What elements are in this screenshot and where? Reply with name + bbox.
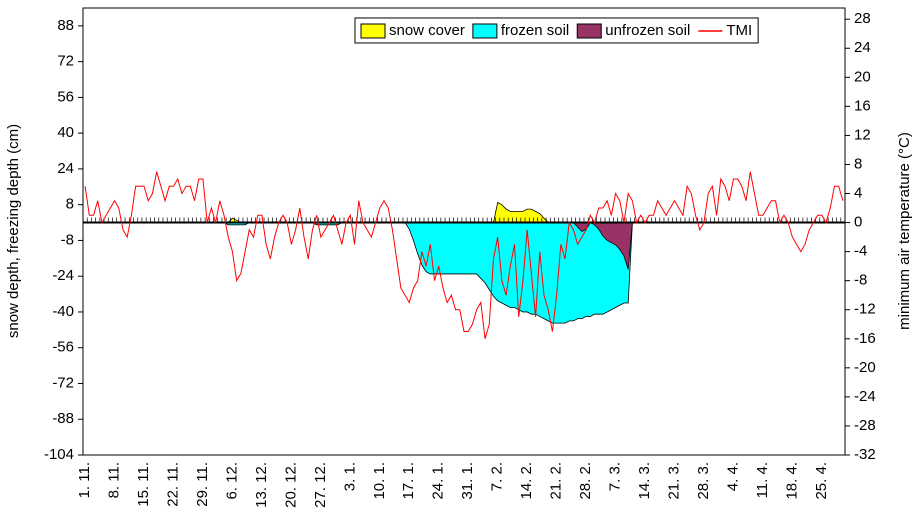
x-tick-label: 27. 12. bbox=[312, 462, 329, 508]
y-tick-label: -24 bbox=[52, 267, 74, 284]
y2-tick-label: -4 bbox=[854, 243, 867, 260]
x-tick-label: 4. 4. bbox=[724, 462, 741, 491]
legend-label: unfrozen soil bbox=[605, 22, 690, 39]
x-tick-label: 3. 1. bbox=[341, 462, 358, 491]
x-tick-label: 7. 2. bbox=[489, 462, 506, 491]
y2-tick-label: 16 bbox=[854, 97, 871, 114]
y2-tick-label: -28 bbox=[854, 417, 876, 434]
x-tick-label: 31. 1. bbox=[459, 462, 476, 500]
y-tick-label: 88 bbox=[57, 17, 74, 34]
x-tick-label: 13. 12. bbox=[253, 462, 270, 508]
y2-tick-label: -16 bbox=[854, 330, 876, 347]
x-tick-label: 14. 2. bbox=[518, 462, 535, 500]
x-tick-label: 21. 2. bbox=[548, 462, 565, 500]
y2-tick-label: 24 bbox=[854, 39, 871, 56]
x-tick-label: 17. 1. bbox=[400, 462, 417, 500]
y-tick-label: -40 bbox=[52, 303, 74, 320]
y2-tick-label: 4 bbox=[854, 184, 862, 201]
y-tick-label: -8 bbox=[61, 231, 74, 248]
x-tick-label: 18. 4. bbox=[783, 462, 800, 500]
x-tick-label: 29. 11. bbox=[194, 462, 211, 507]
y2-tick-label: -20 bbox=[854, 359, 876, 376]
y-tick-label: -88 bbox=[52, 410, 74, 427]
y-tick-label: 56 bbox=[57, 88, 74, 105]
y2-axis-title: minimum air temperature (°C) bbox=[896, 132, 913, 330]
y2-tick-label: 20 bbox=[854, 68, 871, 85]
y2-tick-label: -8 bbox=[854, 272, 867, 289]
y-tick-label: 40 bbox=[57, 124, 74, 141]
y2-tick-label: 8 bbox=[854, 155, 862, 172]
legend-label: snow cover bbox=[389, 22, 465, 39]
x-tick-label: 8. 11. bbox=[106, 462, 123, 498]
x-tick-label: 15. 11. bbox=[135, 462, 152, 507]
y-axis-title: snow depth, freezing depth (cm) bbox=[5, 124, 22, 338]
x-tick-label: 6. 12. bbox=[223, 462, 240, 500]
x-tick-label: 7. 3. bbox=[607, 462, 624, 491]
x-tick-label: 21. 3. bbox=[665, 462, 682, 500]
x-tick-label: 24. 1. bbox=[430, 462, 447, 500]
y2-tick-label: 12 bbox=[854, 126, 871, 143]
y-tick-label: 24 bbox=[57, 160, 74, 177]
legend-label: TMI bbox=[726, 22, 752, 39]
y2-tick-label: -24 bbox=[854, 388, 876, 405]
x-tick-label: 25. 4. bbox=[813, 462, 830, 500]
x-tick-label: 14. 3. bbox=[636, 462, 653, 500]
y-tick-label: -104 bbox=[44, 446, 74, 463]
x-tick-label: 1. 11. bbox=[76, 462, 93, 498]
x-tick-label: 28. 3. bbox=[695, 462, 712, 500]
x-tick-label: 28. 2. bbox=[577, 462, 594, 500]
legend-swatch bbox=[360, 23, 386, 39]
y-tick-label: 8 bbox=[66, 196, 74, 213]
legend-swatch bbox=[472, 23, 498, 39]
legend: snow cover frozen soil unfrozen soil TMI bbox=[354, 17, 759, 44]
legend-label: frozen soil bbox=[501, 22, 569, 39]
x-tick-label: 20. 12. bbox=[282, 462, 299, 508]
legend-swatch bbox=[576, 23, 602, 39]
x-tick-label: 10. 1. bbox=[371, 462, 388, 500]
y-tick-label: 72 bbox=[57, 53, 74, 70]
legend-frame bbox=[354, 17, 759, 44]
y2-tick-label: -12 bbox=[854, 301, 876, 318]
y-tick-label: -56 bbox=[52, 339, 74, 356]
x-tick-label: 22. 11. bbox=[164, 462, 181, 507]
y2-tick-label: 0 bbox=[854, 214, 862, 231]
y2-tick-label: 28 bbox=[854, 10, 871, 27]
y-tick-label: -72 bbox=[52, 374, 74, 391]
x-tick-label: 11. 4. bbox=[754, 462, 771, 498]
line bbox=[84, 171, 844, 339]
y2-tick-label: -32 bbox=[854, 446, 876, 463]
